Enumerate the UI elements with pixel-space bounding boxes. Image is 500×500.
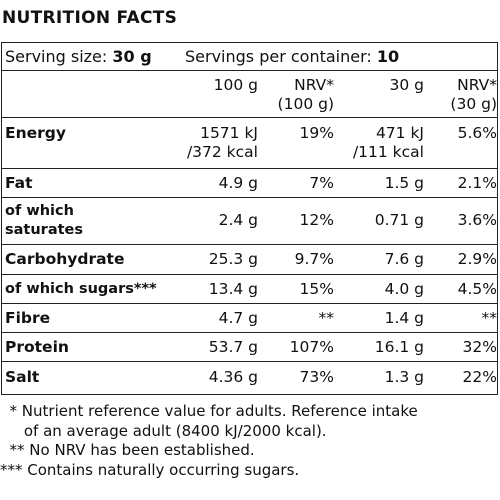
servings-per-container-value: 10 — [376, 47, 400, 66]
value-100g: 1571 kJ — [200, 124, 258, 142]
row-label: Salt — [5, 368, 40, 386]
value-30g-kcal: /111 kcal — [352, 143, 424, 161]
col-header-100g: 100 g — [213, 76, 258, 94]
nutrition-table: Serving size: 30 g Servings per containe… — [1, 42, 498, 395]
row-label: Protein — [5, 338, 69, 356]
divider — [2, 168, 497, 169]
value-100g: 13.4 g — [208, 280, 258, 298]
value-30g: 4.0 g — [384, 280, 424, 298]
row-label: Energy — [5, 124, 66, 142]
nrv-30g: 2.1% — [457, 174, 497, 192]
page-title: NUTRITION FACTS — [2, 8, 178, 28]
divider — [2, 70, 497, 71]
value-100g: 53.7 g — [208, 338, 258, 356]
nrv-30g: 32% — [462, 338, 497, 356]
value-30g: 16.1 g — [374, 338, 424, 356]
value-30g: 1.4 g — [384, 309, 424, 327]
nrv-30g: 4.5% — [457, 280, 497, 298]
divider — [2, 197, 497, 198]
serving-size-label: Serving size: — [5, 47, 108, 66]
value-100g: 4.7 g — [218, 309, 258, 327]
row-label: Fibre — [5, 309, 51, 327]
divider — [2, 303, 497, 304]
nrv-100g: 7% — [309, 174, 334, 192]
value-100g: 2.4 g — [218, 211, 258, 229]
nrv-30g: 3.6% — [457, 211, 497, 229]
nrv-30g: 22% — [462, 368, 497, 386]
row-label: of which — [5, 203, 74, 219]
value-100g: 25.3 g — [208, 250, 258, 268]
row-label: Carbohydrate — [5, 250, 125, 268]
divider — [2, 274, 497, 275]
row-label: Fat — [5, 174, 33, 192]
nrv-100g: 107% — [289, 338, 334, 356]
nrv-100g: ** — [318, 309, 335, 327]
value-30g: 0.71 g — [374, 211, 424, 229]
col-header-nrv30-b: (30 g) — [450, 95, 497, 113]
nrv-100g: 12% — [299, 211, 334, 229]
nrv-100g: 15% — [299, 280, 334, 298]
servings-per-container: Servings per container: 10 — [185, 47, 399, 66]
footnote: of an average adult (8400 kJ/2000 kcal). — [0, 421, 327, 440]
divider — [2, 332, 497, 333]
row-label: of which sugars*** — [5, 281, 157, 297]
col-header-nrv100-a: NRV* — [294, 76, 334, 94]
footnotes: * Nutrient reference value for adults. R… — [0, 402, 418, 480]
value-100g-kcal: /372 kcal — [186, 143, 258, 161]
col-header-30g: 30 g — [389, 76, 425, 94]
divider — [2, 361, 497, 362]
row-label-line2: saturates — [5, 222, 84, 238]
serving-size: Serving size: 30 g — [5, 47, 152, 66]
servings-per-container-label: Servings per container: — [185, 47, 372, 66]
footnote: * Nutrient reference value for adults. R… — [0, 402, 418, 420]
divider — [2, 244, 497, 245]
value-100g: 4.36 g — [208, 368, 258, 386]
col-header-nrv100-b: (100 g) — [277, 95, 334, 113]
footnote: ** No NRV has been established. — [0, 441, 255, 459]
nrv-30g: 5.6% — [457, 124, 497, 142]
nrv-100g: 73% — [299, 368, 334, 386]
value-30g: 1.3 g — [384, 368, 424, 386]
nrv-100g: 19% — [299, 124, 334, 142]
divider — [2, 117, 497, 118]
nrv-30g: 2.9% — [457, 250, 497, 268]
serving-size-value: 30 g — [112, 47, 152, 66]
nrv-100g: 9.7% — [294, 250, 334, 268]
value-30g: 1.5 g — [384, 174, 424, 192]
footnote: *** Contains naturally occurring sugars. — [0, 460, 300, 479]
nrv-30g: ** — [481, 309, 498, 327]
col-header-nrv30-a: NRV* — [457, 76, 497, 94]
value-30g: 471 kJ — [375, 124, 424, 142]
value-30g: 7.6 g — [384, 250, 424, 268]
value-100g: 4.9 g — [218, 174, 258, 192]
